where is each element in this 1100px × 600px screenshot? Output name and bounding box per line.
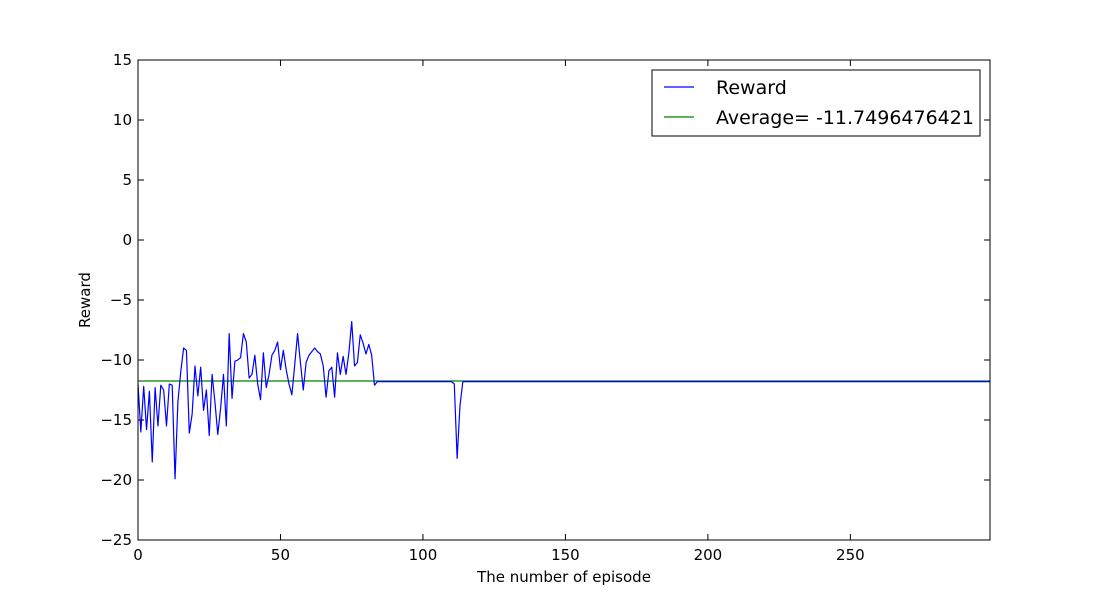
x-axis-label: The number of episode <box>476 568 651 586</box>
y-tick-label: −20 <box>100 471 132 489</box>
ticks-layer: 0 50 100 150 200 250 −25 −20 −15 −10 −5 0 5 10 15 <box>100 51 990 564</box>
legend-label-reward: Reward <box>716 77 787 99</box>
y-axis-label: Reward <box>76 272 94 328</box>
y-tick-label: −10 <box>100 351 132 369</box>
y-tick-label: 5 <box>122 171 132 189</box>
y-tick-label: 15 <box>113 51 132 69</box>
x-tick-label: 250 <box>836 546 865 564</box>
legend-label-average: Average= -11.7496476421 <box>716 107 974 129</box>
x-tick-label: 100 <box>409 546 438 564</box>
y-tick-label: 0 <box>122 231 132 249</box>
y-tick-label: −25 <box>100 531 132 549</box>
x-tick-label: 0 <box>133 546 143 564</box>
legend: Reward Average= -11.7496476421 <box>651 69 981 137</box>
series-layer <box>138 321 990 480</box>
x-tick-label: 200 <box>694 546 723 564</box>
x-tick-label: 150 <box>551 546 580 564</box>
y-tick-label: −15 <box>100 411 132 429</box>
reward-series-line <box>138 321 990 480</box>
y-tick-label: 10 <box>113 111 132 129</box>
legend-box <box>651 69 981 137</box>
x-tick-label: 50 <box>271 546 290 564</box>
y-tick-label: −5 <box>110 291 132 309</box>
